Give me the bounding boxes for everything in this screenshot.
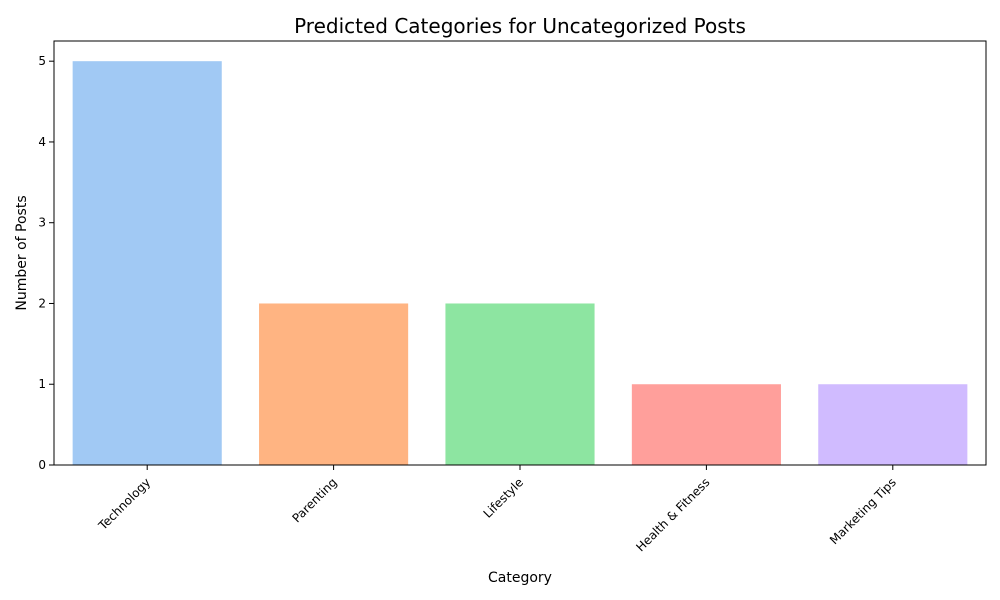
x-tick-label: Technology xyxy=(95,475,153,533)
y-axis-ticks: 0 1 2 3 4 5 xyxy=(38,54,54,472)
chart-title: Predicted Categories for Uncategorized P… xyxy=(294,14,746,38)
x-axis-label: Category xyxy=(488,570,552,586)
y-tick-label: 2 xyxy=(38,296,46,310)
x-tick-label: Marketing Tips xyxy=(827,475,899,547)
bar-marketing-tips xyxy=(818,384,968,465)
x-tick-label: Parenting xyxy=(290,475,340,525)
bar-parenting xyxy=(259,303,409,465)
y-tick-label: 3 xyxy=(38,216,46,230)
y-tick-label: 4 xyxy=(38,135,46,149)
x-tick-label: Health & Fitness xyxy=(633,475,712,554)
x-axis-ticks: Technology Parenting Lifestyle Health & Fit… xyxy=(95,465,899,554)
bar-technology xyxy=(72,61,222,465)
y-axis-label: Number of Posts xyxy=(14,195,30,310)
y-tick-label: 0 xyxy=(38,458,46,472)
plot-frame xyxy=(53,40,987,466)
bars-group xyxy=(72,61,968,465)
bar-lifestyle xyxy=(445,303,595,465)
bar-health-fitness xyxy=(631,384,781,465)
y-tick-label: 5 xyxy=(38,54,46,68)
x-tick-label: Lifestyle xyxy=(481,475,527,521)
y-tick-label: 1 xyxy=(38,377,46,391)
